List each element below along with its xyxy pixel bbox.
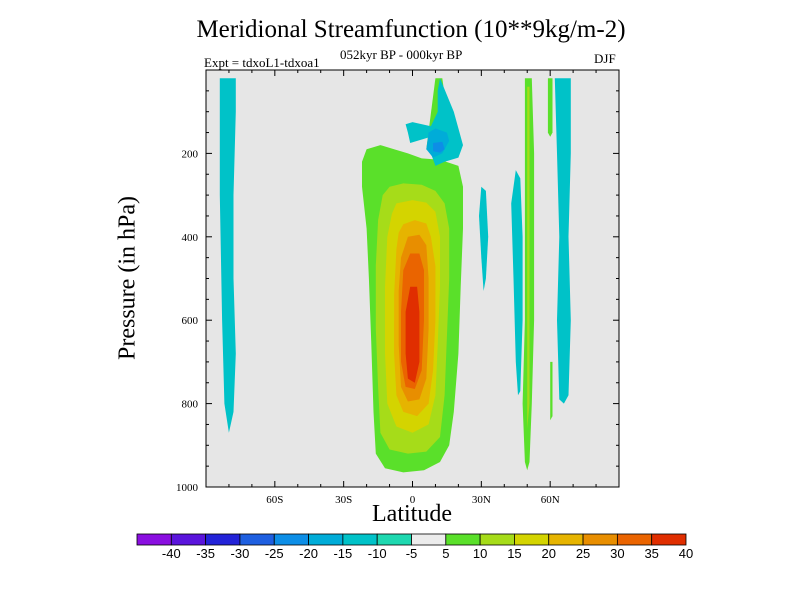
- colorbar-label: -5: [406, 546, 418, 561]
- contour-region-12: [433, 141, 445, 153]
- contour-region-8: [407, 316, 418, 377]
- y-axis-ticks: 200 400 600 800 1000: [176, 90, 619, 494]
- y-tick-label: 600: [182, 315, 199, 327]
- colorbar: -40 -35 -30 -25 -20 -15 -10 -5 5 10 15 20 25 30 35 40: [136, 533, 693, 561]
- contour-region-19: [554, 78, 571, 404]
- contour-region-17: [547, 78, 553, 137]
- y-tick-label: 800: [182, 399, 199, 411]
- colorbar-label: 30: [610, 546, 624, 561]
- x-axis-ticks: 60S 30S 0 30N 60N: [205, 70, 620, 506]
- x-tick-label: 30S: [335, 494, 352, 506]
- colorbar-label: 40: [679, 546, 693, 561]
- colorbar-box: [514, 533, 550, 546]
- colorbar-label: -15: [333, 546, 352, 561]
- colorbar-label: -30: [231, 546, 250, 561]
- colorbar-box: [308, 533, 344, 546]
- contour-region-10: [405, 78, 463, 166]
- y-tick-label: 200: [182, 148, 199, 160]
- colorbar-box: [170, 533, 207, 546]
- y-tick-label: 1000: [176, 482, 199, 494]
- colorbar-box: [376, 533, 412, 546]
- colorbar-label: -35: [196, 546, 215, 561]
- season-label: DJF: [594, 51, 616, 66]
- contour-fills: [219, 78, 571, 473]
- colorbar-box: [651, 533, 687, 546]
- colorbar-box: [239, 533, 275, 546]
- contour-region-0: [219, 78, 236, 433]
- y-tick-label: 400: [182, 232, 199, 244]
- contour-region-14: [511, 170, 523, 396]
- x-tick-label: 60N: [541, 494, 560, 506]
- x-tick-label: 0: [410, 494, 416, 506]
- colorbar-label: 5: [442, 546, 449, 561]
- colorbar-box: [548, 533, 584, 546]
- colorbar-box: [582, 533, 618, 546]
- colorbar-box: [273, 533, 309, 546]
- contour-region-18: [550, 361, 553, 421]
- x-tick-label: 30N: [472, 494, 491, 506]
- colorbar-box: [342, 533, 378, 546]
- colorbar-label: 25: [576, 546, 590, 561]
- colorbar-label: 20: [542, 546, 556, 561]
- colorbar-box: [479, 533, 515, 546]
- colorbar-label: 35: [644, 546, 658, 561]
- colorbar-label: -40: [162, 546, 181, 561]
- colorbar-box: [411, 533, 447, 546]
- colorbar-box: [616, 533, 653, 546]
- colorbar-box: [205, 533, 241, 546]
- colorbar-box: [445, 533, 481, 546]
- chart-title: Meridional Streamfunction (10**9kg/m-2): [196, 16, 626, 43]
- contour-region-13: [479, 186, 489, 291]
- x-tick-label: 60S: [266, 494, 283, 506]
- colorbar-box: [136, 533, 172, 546]
- x-axis-label: Latitude: [372, 501, 452, 527]
- contour-region-16: [527, 86, 530, 429]
- colorbar-label: -25: [265, 546, 284, 561]
- experiment-label: Expt = tdxoL1-tdxoa1: [204, 55, 320, 70]
- colorbar-label: -10: [368, 546, 387, 561]
- chart-subtitle: 052kyr BP - 000kyr BP: [340, 47, 463, 62]
- colorbar-label: 10: [473, 546, 487, 561]
- colorbar-label: -20: [299, 546, 318, 561]
- colorbar-label: 15: [507, 546, 521, 561]
